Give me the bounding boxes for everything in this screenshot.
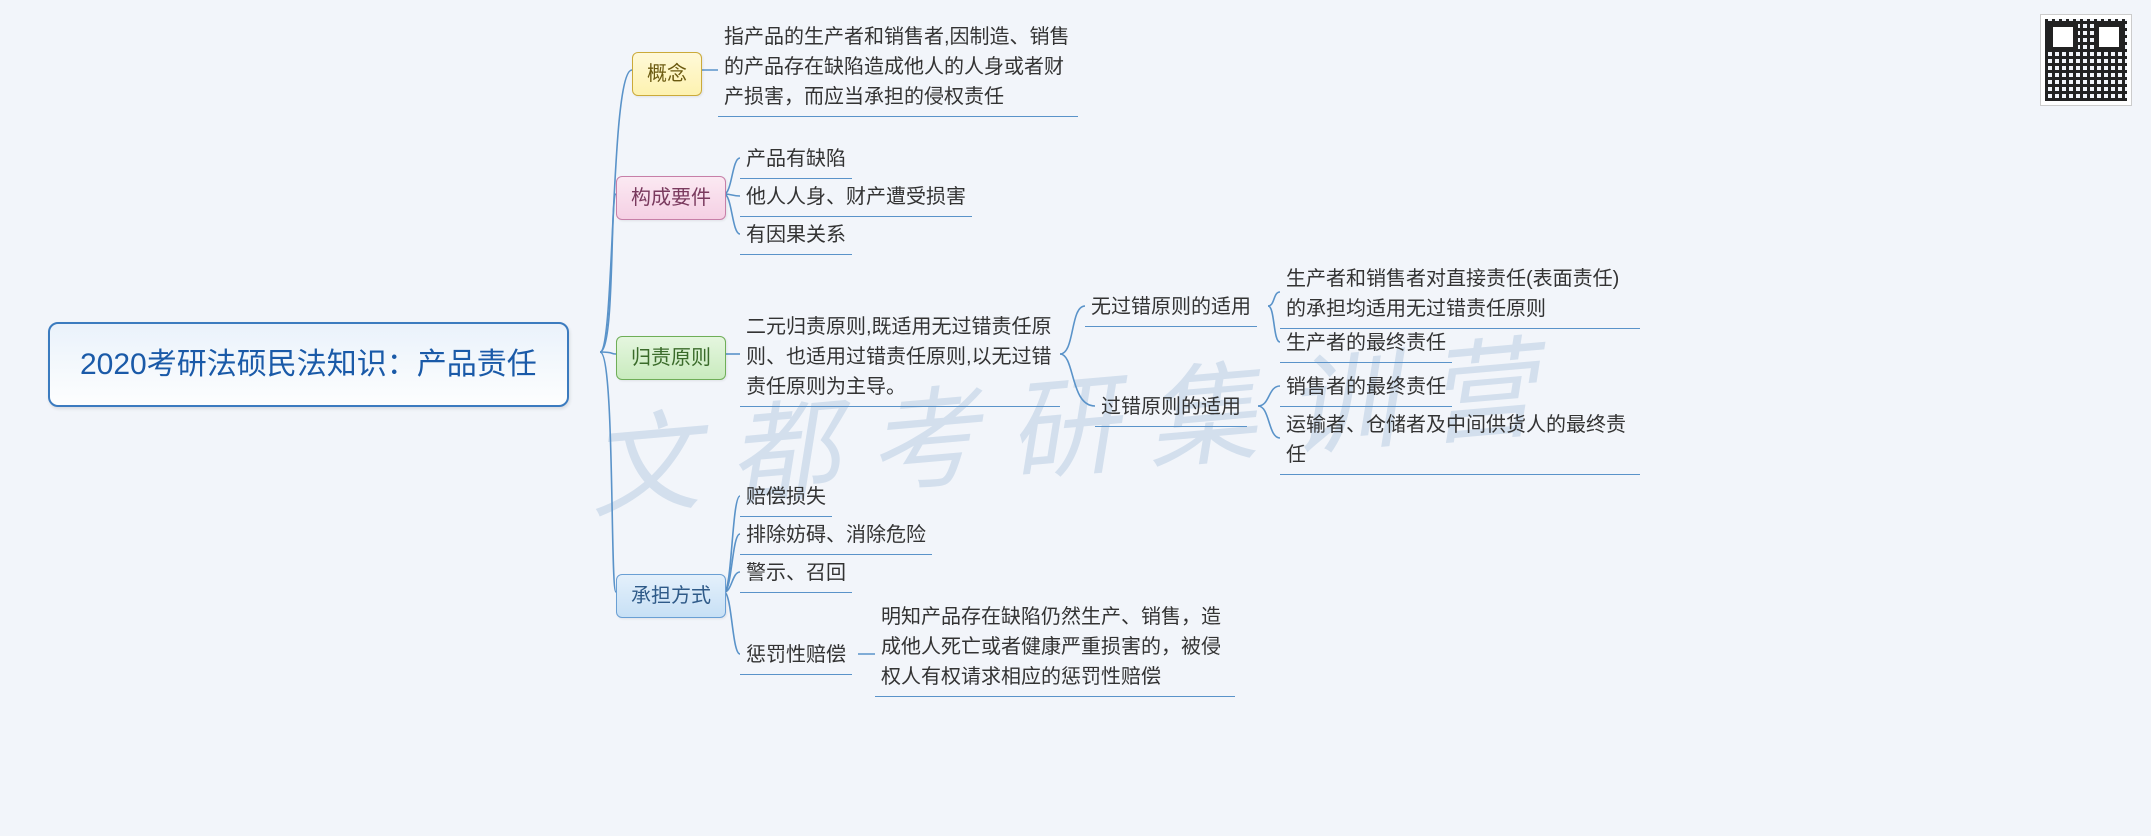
sub-no-fault[interactable]: 无过错原则的适用: [1085, 290, 1257, 327]
leaf-elem-1: 产品有缺陷: [740, 142, 852, 179]
leaf-concept-def: 指产品的生产者和销售者,因制造、销售的产品存在缺陷造成他人的人身或者财产损害，而…: [718, 20, 1078, 117]
leaf-nofault-2: 生产者的最终责任: [1280, 326, 1452, 363]
root-node[interactable]: 2020考研法硕民法知识：产品责任: [48, 322, 569, 407]
qr-code: [2041, 15, 2131, 105]
sub-punitive[interactable]: 惩罚性赔偿: [740, 638, 852, 675]
leaf-principle-desc: 二元归责原则,既适用无过错责任原则、也适用过错责任原则,以无过错责任原则为主导。: [740, 310, 1060, 407]
branch-principle[interactable]: 归责原则: [616, 336, 726, 380]
branch-elements[interactable]: 构成要件: [616, 176, 726, 220]
leaf-fault-1: 销售者的最终责任: [1280, 370, 1452, 407]
leaf-fault-2: 运输者、仓储者及中间供货人的最终责任: [1280, 408, 1640, 475]
leaf-punitive-desc: 明知产品存在缺陷仍然生产、销售，造成他人死亡或者健康严重损害的，被侵权人有权请求…: [875, 600, 1235, 697]
leaf-elem-2: 他人人身、财产遭受损害: [740, 180, 972, 217]
branch-liability[interactable]: 承担方式: [616, 574, 726, 618]
leaf-elem-3: 有因果关系: [740, 218, 852, 255]
leaf-liab-1: 赔偿损失: [740, 480, 832, 517]
leaf-liab-3: 警示、召回: [740, 556, 852, 593]
leaf-liab-2: 排除妨碍、消除危险: [740, 518, 932, 555]
connector-lines: [0, 0, 2151, 836]
leaf-nofault-1: 生产者和销售者对直接责任(表面责任)的承担均适用无过错责任原则: [1280, 262, 1640, 329]
sub-fault[interactable]: 过错原则的适用: [1095, 390, 1247, 427]
branch-concept[interactable]: 概念: [632, 52, 702, 96]
